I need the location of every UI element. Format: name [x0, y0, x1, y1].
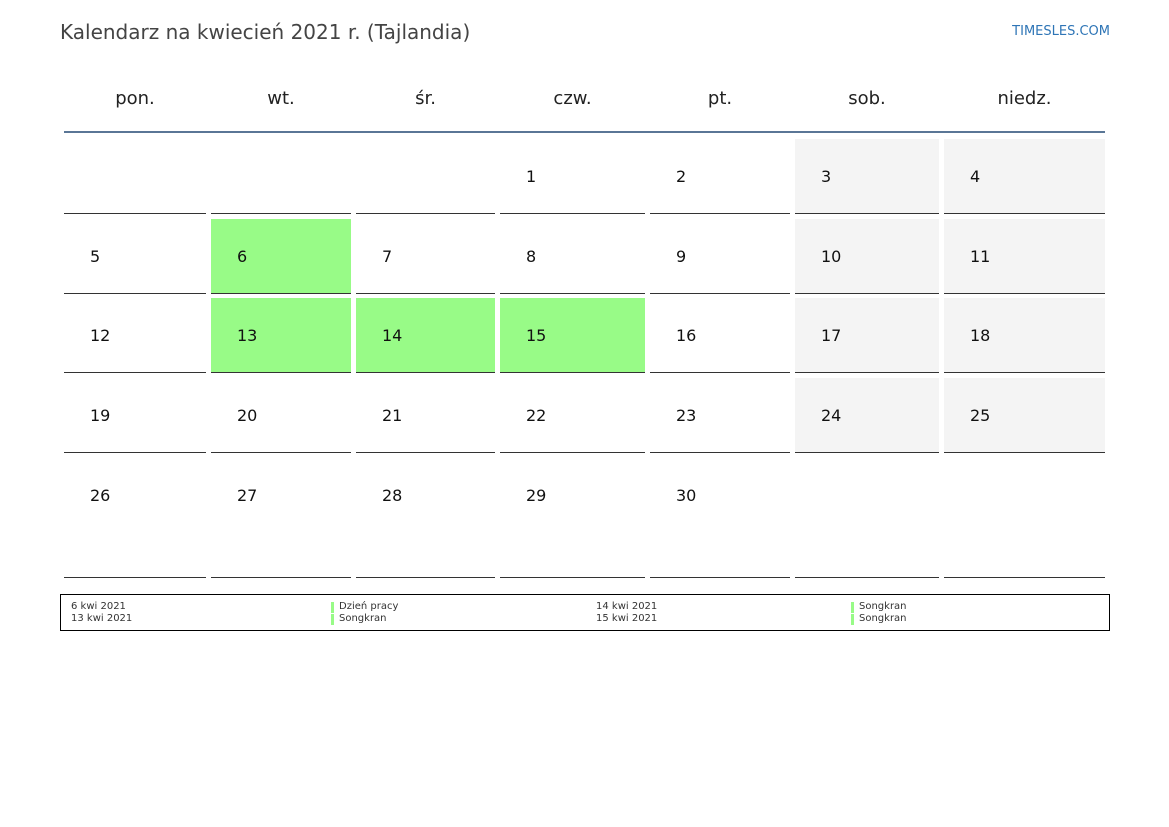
day-number: 21	[382, 406, 403, 425]
legend-date: 13 kwi 2021	[71, 613, 133, 624]
day-cell: 17	[795, 298, 939, 373]
day-number: 11	[970, 247, 991, 266]
day-number: 6	[237, 247, 248, 266]
day-number: 25	[970, 406, 991, 425]
day-number: 4	[970, 167, 981, 186]
day-cell: 8	[500, 219, 645, 294]
day-number: 18	[970, 326, 991, 345]
legend-date: 14 kwi 2021	[596, 601, 658, 612]
day-number: 9	[676, 247, 687, 266]
weekday-label: niedz.	[997, 88, 1052, 109]
day-number: 13	[237, 326, 258, 345]
day-number: 30	[676, 486, 697, 505]
day-cell: 6	[211, 219, 351, 294]
day-number: 23	[676, 406, 697, 425]
day-cell: 1	[500, 139, 645, 214]
weekday-label: sob.	[848, 88, 886, 109]
legend-date: 15 kwi 2021	[596, 613, 658, 624]
day-number: 24	[821, 406, 842, 425]
day-number: 8	[526, 247, 537, 266]
day-number: 2	[676, 167, 687, 186]
day-cell: 12	[64, 298, 206, 373]
day-cell: 4	[944, 139, 1105, 214]
day-cell: 19	[64, 378, 206, 453]
day-cell: 3	[795, 139, 939, 214]
title: Kalendarz na kwiecień 2021 r. (Tajlandia…	[60, 20, 471, 44]
day-cell: 16	[650, 298, 790, 373]
day-cell: 14	[356, 298, 495, 373]
day-number: 12	[90, 326, 111, 345]
day-number: 5	[90, 247, 101, 266]
day-cell	[356, 139, 495, 214]
legend-name: Songkran	[859, 601, 907, 612]
legend-marker	[851, 602, 854, 613]
weekday-label: pon.	[115, 88, 155, 109]
day-number: 14	[382, 326, 403, 345]
legend: 6 kwi 2021 Dzień pracy 13 kwi 2021 Songkran…	[60, 594, 1110, 631]
day-number: 7	[382, 247, 393, 266]
day-number: 27	[237, 486, 258, 505]
day-cell: 24	[795, 378, 939, 453]
legend-marker	[331, 602, 334, 613]
day-cell: 30	[650, 458, 790, 578]
brand-link[interactable]: TIMESLES.COM	[1012, 24, 1110, 39]
weekday-label: czw.	[553, 88, 592, 109]
day-cell	[211, 139, 351, 214]
day-number: 1	[526, 167, 537, 186]
day-cell: 10	[795, 219, 939, 294]
day-number: 17	[821, 326, 842, 345]
legend-name: Songkran	[339, 613, 387, 624]
legend-name: Dzień pracy	[339, 601, 399, 612]
day-cell: 18	[944, 298, 1105, 373]
day-cell: 5	[64, 219, 206, 294]
day-cell	[64, 139, 206, 214]
day-cell: 7	[356, 219, 495, 294]
header-rule	[64, 131, 1105, 133]
day-cell: 11	[944, 219, 1105, 294]
day-number: 20	[237, 406, 258, 425]
day-number: 29	[526, 486, 547, 505]
day-number: 19	[90, 406, 111, 425]
day-cell: 28	[356, 458, 495, 578]
day-cell	[795, 458, 939, 578]
day-number: 10	[821, 247, 842, 266]
day-cell: 15	[500, 298, 645, 373]
weekday-label: pt.	[707, 88, 733, 109]
day-cell: 27	[211, 458, 351, 578]
legend-marker	[851, 614, 854, 625]
day-number: 3	[821, 167, 832, 186]
day-cell: 23	[650, 378, 790, 453]
day-cell: 29	[500, 458, 645, 578]
legend-marker	[331, 614, 334, 625]
legend-name: Songkran	[859, 613, 907, 624]
day-cell: 13	[211, 298, 351, 373]
day-number: 28	[382, 486, 403, 505]
weekday-label: śr.	[415, 88, 436, 109]
day-number: 15	[526, 326, 547, 345]
day-cell: 9	[650, 219, 790, 294]
legend-date: 6 kwi 2021	[71, 601, 126, 612]
day-cell: 25	[944, 378, 1105, 453]
day-number: 16	[676, 326, 697, 345]
day-cell: 22	[500, 378, 645, 453]
day-number: 22	[526, 406, 547, 425]
day-cell	[944, 458, 1105, 578]
day-cell: 2	[650, 139, 790, 214]
day-cell: 20	[211, 378, 351, 453]
day-cell: 21	[356, 378, 495, 453]
weekday-label: wt.	[267, 88, 295, 109]
day-cell: 26	[64, 458, 206, 578]
day-number: 26	[90, 486, 111, 505]
